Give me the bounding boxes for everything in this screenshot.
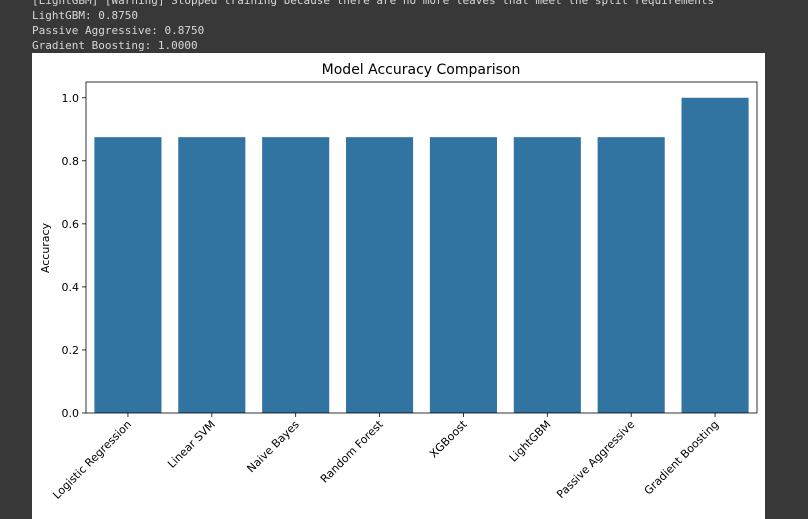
y-tick-label: 1.0 xyxy=(62,92,80,105)
bar xyxy=(429,137,497,413)
bar xyxy=(681,97,749,413)
bar xyxy=(262,137,330,413)
y-tick-label: 0.2 xyxy=(62,344,80,357)
bar xyxy=(513,137,581,413)
bar xyxy=(178,137,246,413)
plot-frame xyxy=(85,81,758,414)
y-tick-label: 0.8 xyxy=(62,155,80,168)
bar xyxy=(346,137,414,413)
console-line: LightGBM: 0.8750 xyxy=(32,9,138,22)
bar xyxy=(94,137,162,413)
console-line: Gradient Boosting: 1.0000 xyxy=(32,39,198,52)
console-line: Passive Aggressive: 0.8750 xyxy=(32,24,204,37)
y-axis-label: Accuracy xyxy=(39,222,52,273)
y-tick-label: 0.6 xyxy=(62,218,80,231)
console-line: [LightGBM] [Warning] Stopped training be… xyxy=(32,0,714,7)
chart-title: Model Accuracy Comparison xyxy=(322,62,521,78)
y-tick-label: 0.4 xyxy=(62,281,80,294)
bar xyxy=(597,137,665,413)
y-tick-label: 0.0 xyxy=(62,407,80,420)
